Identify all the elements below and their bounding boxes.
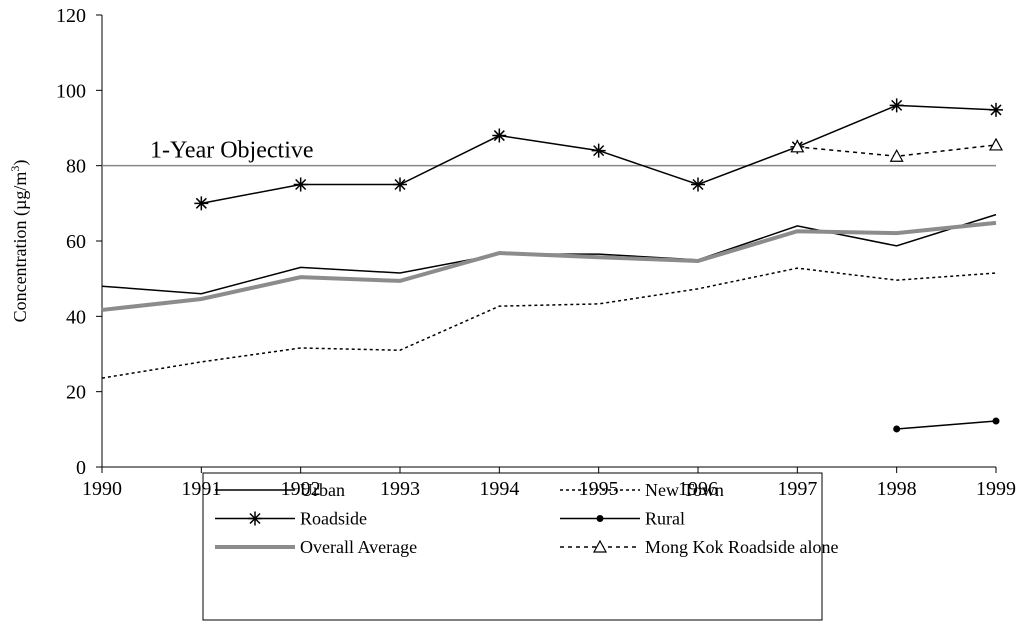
x-tick-label: 1999 <box>976 478 1016 500</box>
series-line <box>896 420 997 430</box>
legend-label: New Town <box>645 480 724 500</box>
series-line <box>101 267 997 379</box>
marker-asterisk <box>492 128 507 143</box>
marker-triangle <box>889 148 904 162</box>
marker-asterisk <box>248 511 262 526</box>
marker-asterisk <box>989 102 1003 117</box>
marker-asterisk <box>194 196 209 211</box>
marker-circle <box>596 515 604 522</box>
marker-triangle <box>988 137 1004 151</box>
marker-triangle <box>592 539 608 553</box>
marker-asterisk <box>889 98 904 113</box>
marker-asterisk <box>393 177 407 192</box>
y-tick-label: 0 <box>76 457 86 479</box>
x-tick-label: 1998 <box>877 478 917 500</box>
x-tick-label: 1993 <box>380 478 420 500</box>
y-tick-label: 80 <box>66 156 86 178</box>
x-tick-label: 1992 <box>281 478 321 500</box>
x-tick-label: 1991 <box>181 478 221 500</box>
legend-label: Roadside <box>300 509 367 529</box>
series-line <box>101 220 997 312</box>
y-tick-label: 100 <box>56 80 86 102</box>
marker-triangle <box>790 139 805 153</box>
y-tick-label: 20 <box>66 382 86 404</box>
legend-label: Mong Kok Roadside alone <box>645 537 838 557</box>
x-tick-label: 1996 <box>678 478 718 500</box>
legend-label: Urban <box>300 480 345 500</box>
x-tick-label: 1994 <box>479 478 519 500</box>
objective-label: 1-Year Objective <box>150 138 314 164</box>
y-tick-label: 120 <box>56 5 86 27</box>
marker-circle <box>992 417 1000 425</box>
x-tick-label: 1997 <box>777 478 817 500</box>
legend-box <box>202 472 823 621</box>
legend-label: Rural <box>645 509 685 529</box>
x-tick-label: 1990 <box>82 478 122 500</box>
y-tick-label: 40 <box>66 306 86 328</box>
marker-circle <box>893 425 901 433</box>
y-label-part: ) <box>10 160 31 166</box>
marker-asterisk <box>691 177 705 192</box>
y-label-sup: 3 <box>8 166 22 172</box>
y-tick-label: 60 <box>66 231 86 253</box>
legend-label: Overall Average <box>300 537 417 557</box>
y-label-part: Concentration (µg/m <box>10 172 31 323</box>
x-tick-label: 1995 <box>579 478 619 500</box>
marker-asterisk <box>591 143 606 158</box>
y-axis-label: Concentration (µg/m3) <box>8 160 31 323</box>
marker-asterisk <box>293 177 308 192</box>
